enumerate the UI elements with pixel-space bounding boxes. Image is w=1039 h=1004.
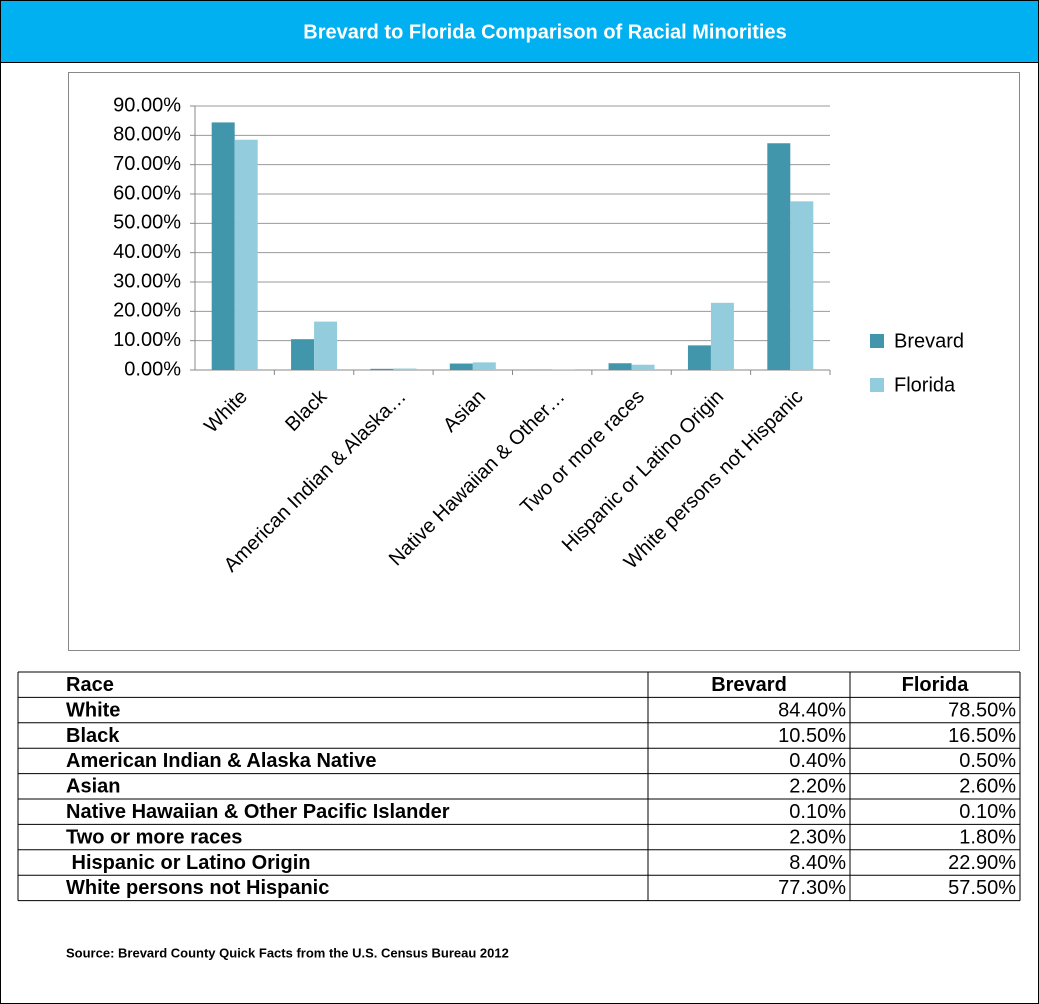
table-cell: 2.60% xyxy=(959,776,1016,798)
table-cell: Black xyxy=(66,725,120,747)
table-cell: Race xyxy=(66,674,114,696)
table-cell: 0.10% xyxy=(789,801,846,823)
title: Brevard to Florida Comparison of Racial … xyxy=(303,21,786,43)
table-cell: 0.50% xyxy=(959,750,1016,772)
y-tick-label: 10.00% xyxy=(113,329,181,351)
bar xyxy=(314,321,338,370)
table-cell: Brevard xyxy=(711,674,787,696)
bar xyxy=(710,302,734,370)
y-tick-label: 40.00% xyxy=(113,241,181,263)
y-tick-label: 30.00% xyxy=(113,270,181,292)
table-cell: 0.40% xyxy=(789,750,846,772)
bar xyxy=(234,139,258,370)
y-tick-label: 80.00% xyxy=(113,124,181,146)
table-cell: White persons not Hispanic xyxy=(66,877,329,899)
chart-box xyxy=(68,72,1020,651)
legend-label: Brevard xyxy=(894,330,964,352)
bar xyxy=(687,345,711,370)
table-cell: 22.90% xyxy=(948,852,1016,874)
bar xyxy=(631,364,655,370)
table-cell: Florida xyxy=(902,674,970,696)
table-cell: 10.50% xyxy=(778,725,846,747)
bar xyxy=(767,143,791,370)
bar xyxy=(393,368,417,370)
table-cell: 84.40% xyxy=(778,699,846,721)
header-bar xyxy=(0,0,1039,63)
legend-label: Florida xyxy=(894,374,956,396)
bar xyxy=(790,201,814,370)
table-cell: 16.50% xyxy=(948,725,1016,747)
y-tick-label: 70.00% xyxy=(113,153,181,175)
table-cell: 78.50% xyxy=(948,699,1016,721)
table-cell: Hispanic or Latino Origin xyxy=(66,852,310,874)
y-tick-label: 20.00% xyxy=(113,300,181,322)
table-cell: Native Hawaiian & Other Pacific Islander xyxy=(66,801,450,823)
legend-swatch xyxy=(870,378,884,392)
table-cell: 1.80% xyxy=(959,826,1016,848)
legend-swatch xyxy=(870,334,884,348)
bar xyxy=(291,339,315,370)
table-cell: 2.20% xyxy=(789,776,846,798)
table-cell: 77.30% xyxy=(778,877,846,899)
table-cell: Asian xyxy=(66,776,120,798)
y-tick-label: 60.00% xyxy=(113,182,181,204)
y-tick-label: 50.00% xyxy=(113,212,181,234)
bar xyxy=(211,122,235,370)
table-cell: 2.30% xyxy=(789,826,846,848)
bar xyxy=(370,368,394,370)
table-cell: 8.40% xyxy=(789,852,846,874)
table-cell: White xyxy=(66,699,120,721)
bar xyxy=(449,363,473,370)
table-cell: Two or more races xyxy=(66,826,242,848)
source: Source: Brevard County Quick Facts from … xyxy=(66,945,509,960)
y-tick-label: 90.00% xyxy=(113,94,181,116)
table-cell: American Indian & Alaska Native xyxy=(66,750,377,772)
bar xyxy=(608,363,632,370)
table-cell: 57.50% xyxy=(948,877,1016,899)
y-tick-label: 0.00% xyxy=(124,358,181,380)
table-cell: 0.10% xyxy=(959,801,1016,823)
bar xyxy=(472,362,496,370)
